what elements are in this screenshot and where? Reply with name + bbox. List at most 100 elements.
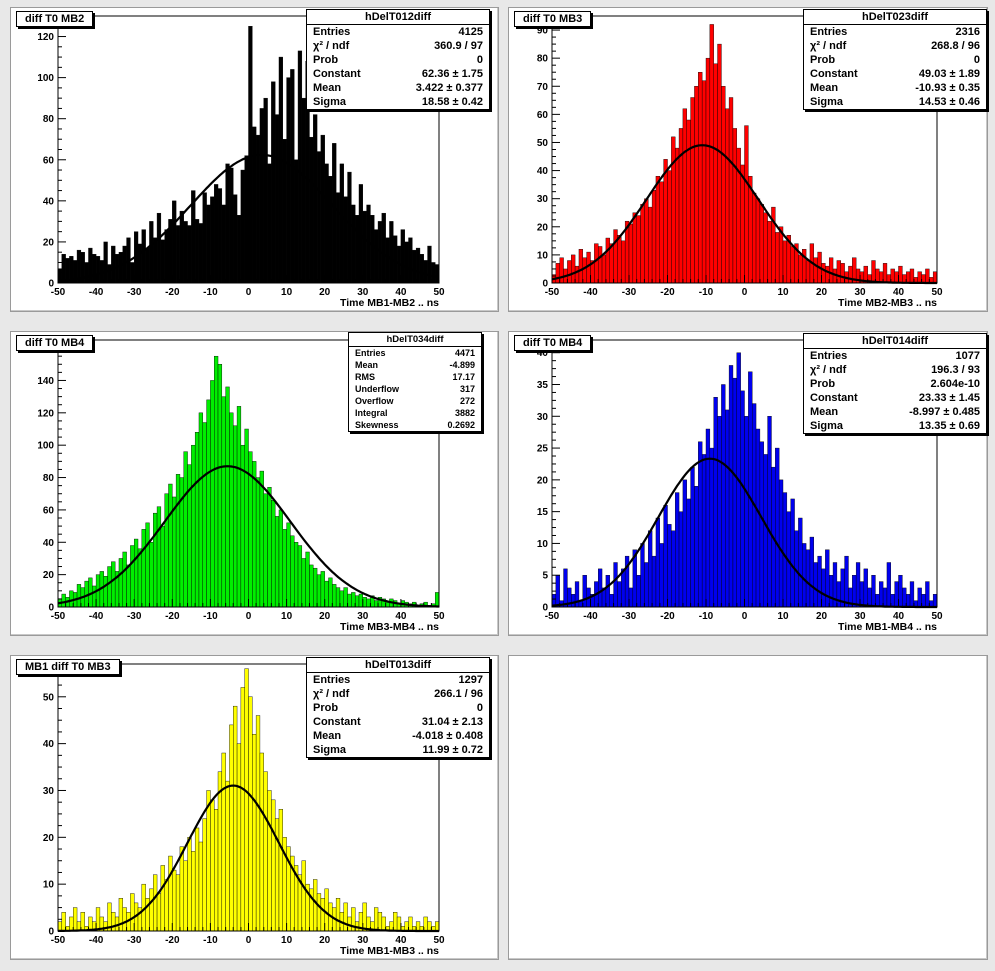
histogram-bin — [172, 200, 177, 284]
stats-value: -4.899 — [449, 360, 475, 370]
histogram-bin — [419, 254, 424, 284]
stats-histogram-name: hDelT013diff — [307, 658, 489, 673]
histogram-bin — [613, 229, 618, 284]
histogram-bin — [751, 192, 757, 284]
histogram-bin — [674, 147, 680, 284]
histogram-bin — [202, 192, 207, 284]
x-tick-label: -30 — [622, 611, 637, 622]
y-tick-label: 20 — [43, 833, 55, 844]
y-tick-label: 140 — [37, 376, 54, 387]
x-axis-label: Time MB1-MB2 .. ns — [340, 297, 439, 309]
histogram-bin — [210, 196, 215, 284]
histogram-bin — [179, 846, 184, 932]
histogram-bin — [659, 181, 664, 284]
histogram-bin — [61, 912, 66, 932]
histogram-bin — [156, 506, 162, 608]
histogram-bin — [294, 542, 299, 608]
x-axis-label: Time MB1-MB3 .. ns — [340, 945, 439, 957]
x-tick-label: 20 — [319, 611, 331, 622]
histogram-bin — [651, 190, 657, 284]
stats-label: Constant — [810, 68, 858, 80]
histogram-bin — [400, 229, 405, 284]
histogram-bin — [57, 921, 63, 932]
histogram-bin — [890, 594, 895, 608]
histogram-bin — [701, 80, 707, 284]
histogram-bin — [255, 134, 261, 284]
histogram-bin — [76, 584, 82, 608]
histogram-bin — [617, 235, 622, 284]
histogram-bin — [156, 893, 162, 932]
y-tick-label: 35 — [537, 380, 549, 391]
histogram-bin — [240, 687, 245, 932]
histogram-bin — [210, 799, 215, 932]
histogram-bin — [255, 477, 261, 608]
histogram-bin — [377, 912, 383, 932]
histogram-bin — [354, 595, 360, 608]
stats-label: Sigma — [313, 96, 347, 108]
stats-value: 3882 — [454, 408, 475, 418]
histogram-bin — [917, 587, 922, 608]
histogram-bin — [748, 371, 753, 608]
histogram-bin — [271, 799, 276, 932]
histogram-bin — [790, 498, 795, 608]
histogram-bin — [782, 240, 788, 284]
histogram-bin — [655, 517, 660, 608]
stats-value: 23.33 ± 1.45 — [918, 392, 980, 404]
histogram-bin — [415, 921, 421, 932]
histogram-bin — [172, 869, 177, 932]
histogram-bin — [809, 536, 815, 608]
y-tick-label: 25 — [537, 444, 549, 455]
histogram-bin — [343, 587, 348, 608]
histogram-bin — [309, 564, 314, 608]
histogram-bin — [775, 447, 780, 608]
x-tick-label: -40 — [89, 287, 104, 298]
histogram-bin — [187, 837, 192, 932]
x-tick-label: 50 — [433, 611, 445, 622]
histogram-bin — [574, 581, 580, 608]
stats-row: Skewness 0.2692 — [349, 419, 481, 431]
histogram-pad-2: -50 -40 -30 -20 -10 0 10 20 30 40 50 0 10 20 30 40 50 60 7… — [508, 7, 988, 312]
histogram-bin — [156, 212, 162, 284]
x-tick-label: 30 — [357, 935, 369, 946]
histogram-bin — [61, 593, 66, 608]
histogram-bin — [244, 428, 249, 608]
histogram-bin — [740, 390, 745, 608]
histogram-bin — [164, 493, 169, 608]
x-tick-label: -10 — [203, 611, 218, 622]
histogram-bin — [214, 355, 219, 608]
x-tick-label: -10 — [699, 611, 714, 622]
gaussian-fit-curve — [551, 457, 937, 609]
histogram-bin — [636, 575, 641, 608]
histogram-bin — [297, 50, 303, 284]
histogram-bin — [221, 396, 226, 608]
histogram-bin — [725, 409, 730, 608]
stats-row: Constant 23.33 ± 1.45 — [804, 391, 986, 405]
histogram-bin — [682, 479, 687, 608]
histogram-bin — [805, 549, 811, 608]
histogram-bin — [194, 432, 200, 608]
histogram-bin — [233, 425, 238, 608]
histogram-bin — [648, 206, 653, 284]
histogram-bin — [713, 397, 718, 608]
histogram-bin — [160, 525, 165, 608]
histogram-bin — [137, 243, 143, 284]
histogram-bin — [674, 492, 680, 608]
stats-value: 272 — [459, 396, 475, 406]
stats-label: Underflow — [355, 384, 399, 394]
histogram-bin — [252, 126, 257, 284]
histogram-bin — [763, 454, 768, 608]
histogram-bin — [301, 97, 306, 284]
stats-label: Overflow — [355, 396, 394, 406]
histogram-bin — [902, 587, 907, 608]
histogram-bin — [255, 715, 261, 932]
pad-title: diff T0 MB3 — [514, 11, 592, 27]
stats-row: RMS 17.17 — [349, 371, 481, 383]
histogram-bin — [141, 229, 146, 284]
histogram-bin — [423, 260, 428, 284]
histogram-bin — [852, 575, 857, 608]
histogram-bin — [836, 260, 841, 284]
histogram-bin — [805, 260, 811, 284]
histogram-bin — [725, 108, 730, 284]
histogram-bin — [73, 907, 78, 932]
histogram-bin — [229, 412, 234, 608]
